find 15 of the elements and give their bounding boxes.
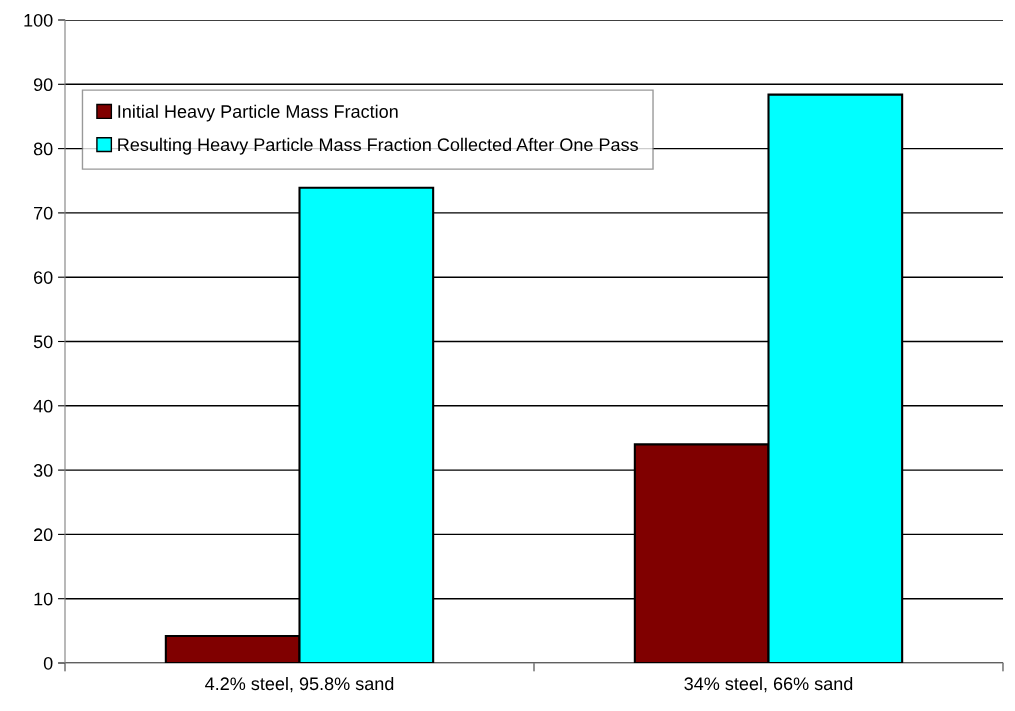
y-tick-label: 50 — [33, 335, 53, 349]
legend-label: Initial Heavy Particle Mass Fraction — [118, 104, 398, 122]
y-tick-label: 20 — [34, 528, 53, 542]
x-tick-label: 4.2% steel, 95.8% sand — [205, 676, 394, 693]
y-tick-label: 0 — [43, 656, 53, 670]
y-tick-label: 70 — [34, 206, 53, 220]
y-tick-label: 30 — [33, 464, 53, 477]
legend-label: Resulting Heavy Particle Mass Fraction Collected After One Pass — [118, 137, 638, 155]
y-tick-label: 100 — [24, 13, 53, 27]
y-tick-label: 40 — [33, 399, 53, 413]
y-tick-label: 80 — [33, 142, 53, 156]
y-tick-label: 10 — [34, 592, 53, 606]
y-tick-label: 60 — [34, 271, 53, 284]
x-tick-label: 34% steel, 66% sand — [684, 676, 853, 693]
y-tick-label: 90 — [33, 78, 53, 92]
